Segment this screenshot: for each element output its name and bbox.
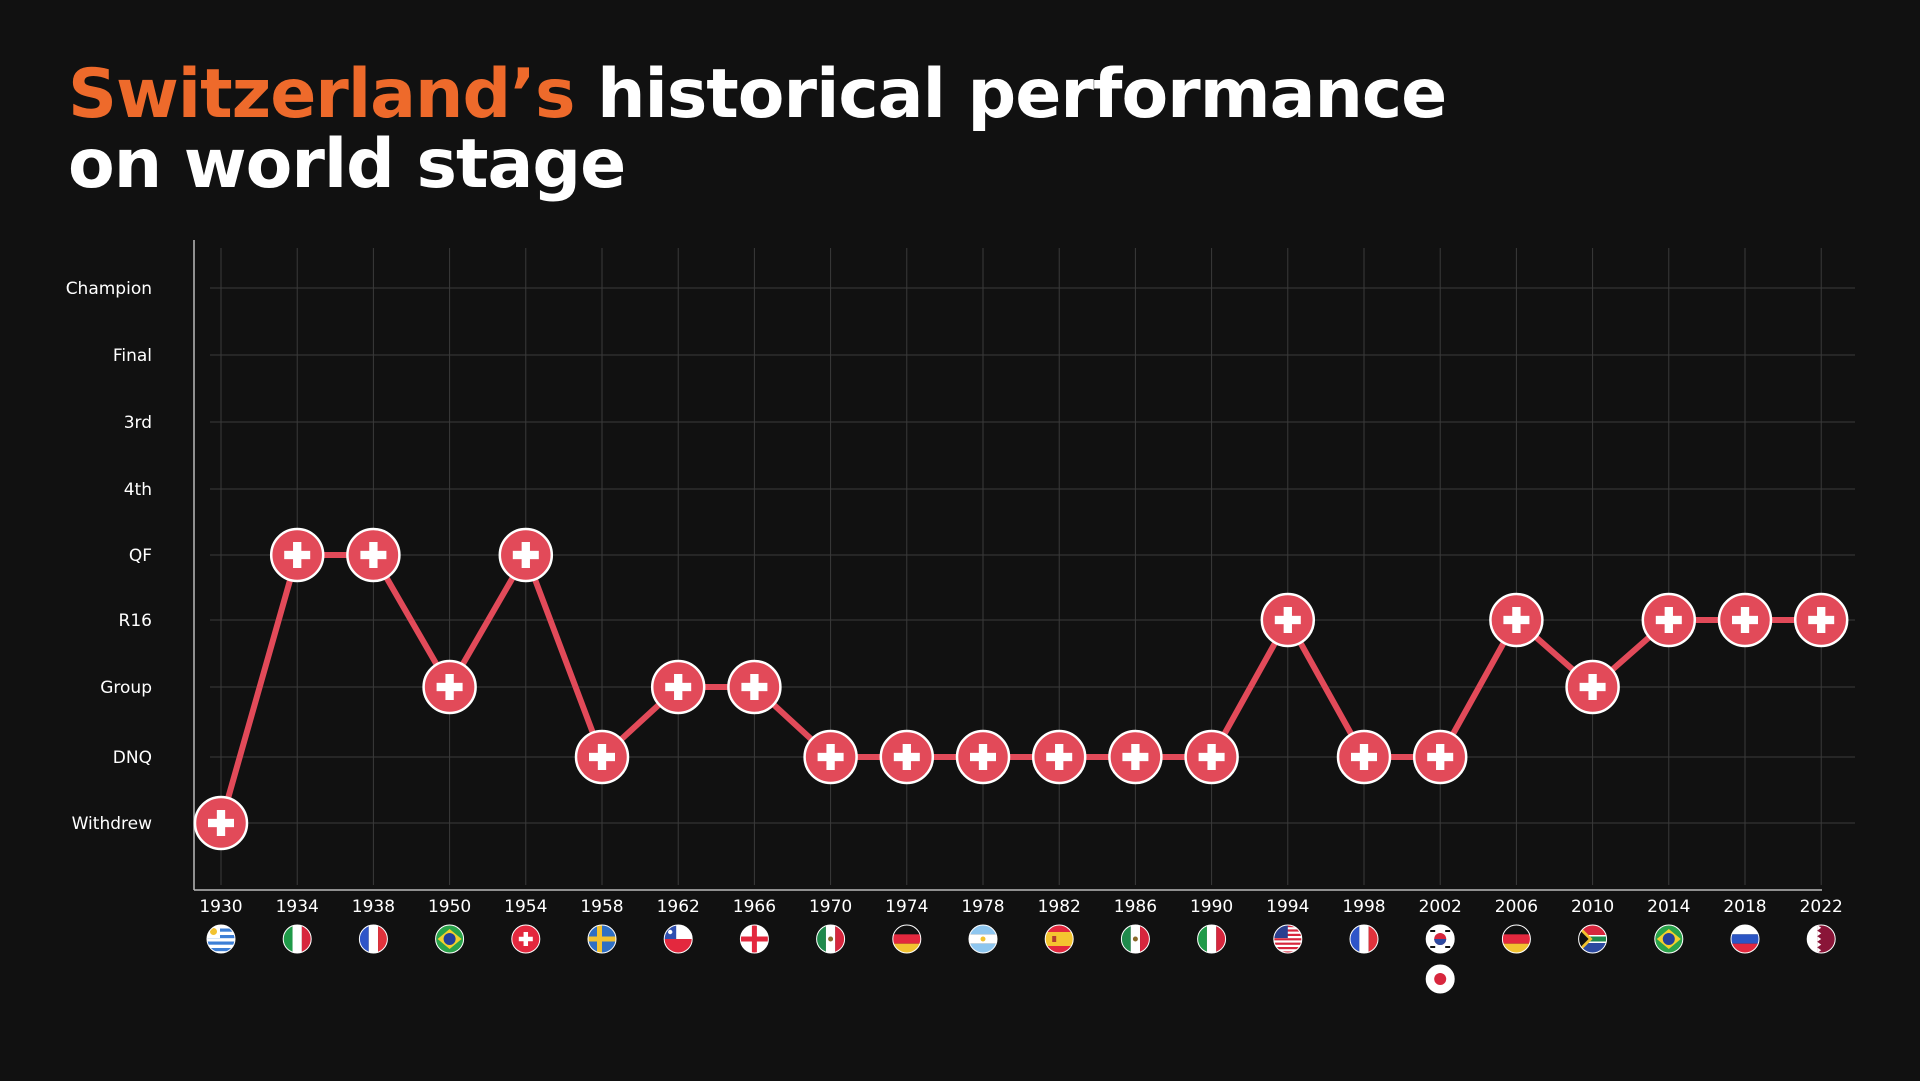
switzerland-flag-icon [511,924,541,954]
x-tick-label: 2002 [1419,897,1462,917]
south-africa-flag-icon [1578,924,1608,954]
y-tick-label: Group [100,678,152,698]
spain-flag-icon [1044,924,1074,954]
data-point-marker [1336,729,1392,785]
x-tick-label: 1982 [1038,897,1081,917]
data-point-marker [193,795,249,851]
data-point-marker [346,527,401,583]
x-tick-label: 1986 [1114,897,1157,917]
mexico-flag-icon [1120,924,1150,954]
france-flag-icon [1349,924,1379,954]
mexico-flag-icon [816,924,846,954]
data-point-marker [1717,592,1773,648]
x-tick-label: 1994 [1266,897,1309,917]
brazil-flag-icon [435,924,465,954]
data-point-marker [422,659,477,715]
chile-flag-icon [663,924,693,954]
russia-flag-icon [1730,924,1760,954]
data-point-marker [727,659,782,715]
x-tick-label: 1998 [1342,897,1385,917]
y-tick-label: Withdrew [72,814,152,834]
france-flag-icon [358,924,388,954]
x-tick-label: 1970 [809,897,852,917]
germany-flag-icon [1501,924,1531,954]
x-tick-label: 1990 [1190,897,1233,917]
south-korea-flag-icon [1425,924,1455,954]
x-tick-label: 2014 [1647,897,1690,917]
west-germany-flag-icon [892,924,922,954]
italy-flag-icon [282,924,312,954]
x-tick-label: 2010 [1571,897,1614,917]
data-point-marker [803,729,858,785]
uruguay-flag-icon [206,924,236,954]
data-point-marker [1031,729,1087,785]
y-tick-label: 3rd [124,413,152,433]
x-tick-label: 1950 [428,897,471,917]
data-point-marker [574,729,630,785]
data-point-marker [1184,729,1239,785]
title-rest: historical performance [574,55,1447,134]
y-tick-label: R16 [119,611,152,631]
argentina-flag-icon [968,924,998,954]
y-tick-label: Final [113,346,152,366]
y-tick-label: Champion [66,279,152,299]
usa-flag-icon [1273,924,1303,954]
series-line [218,552,1825,826]
data-point-marker [1260,592,1316,648]
data-point-marker [498,527,554,583]
data-point-marker [955,729,1011,785]
data-point-marker [879,729,935,785]
data-point-marker [1565,659,1620,715]
title-line2: on world stage [68,125,626,204]
x-tick-label: 2018 [1723,897,1766,917]
y-tick-label: DNQ [113,748,152,768]
data-point-marker [1489,592,1544,648]
x-tick-label: 1966 [733,897,776,917]
data-point-marker [269,527,325,583]
x-tick-label: 1962 [657,897,700,917]
data-point-marker [650,659,706,715]
data-point-marker [1793,592,1849,648]
title-highlight: Switzerland’s [68,55,575,134]
x-tick-label: 1938 [352,897,395,917]
grid [210,248,1855,885]
x-tick-label: 1978 [961,897,1004,917]
x-tick-label: 1954 [504,897,547,917]
sweden-flag-icon [587,924,617,954]
chart-title: Switzerland’s historical performance on … [68,60,1447,200]
x-tick-label: 2006 [1495,897,1538,917]
x-tick-label: 1974 [885,897,928,917]
data-point-marker [1108,729,1163,785]
data-point-marker [1641,592,1697,648]
italy-flag-icon [1197,924,1227,954]
brazil-flag-icon [1654,924,1684,954]
x-tick-label: 1958 [580,897,623,917]
england-flag-icon [739,924,769,954]
x-tick-label: 1930 [199,897,242,917]
y-tick-label: QF [129,546,152,566]
x-tick-label: 2022 [1800,897,1843,917]
japan-flag-icon [1425,964,1455,994]
x-tick-label: 1934 [276,897,319,917]
data-point-marker [1412,729,1468,785]
y-tick-label: 4th [124,480,152,500]
qatar-flag-icon [1806,924,1836,954]
